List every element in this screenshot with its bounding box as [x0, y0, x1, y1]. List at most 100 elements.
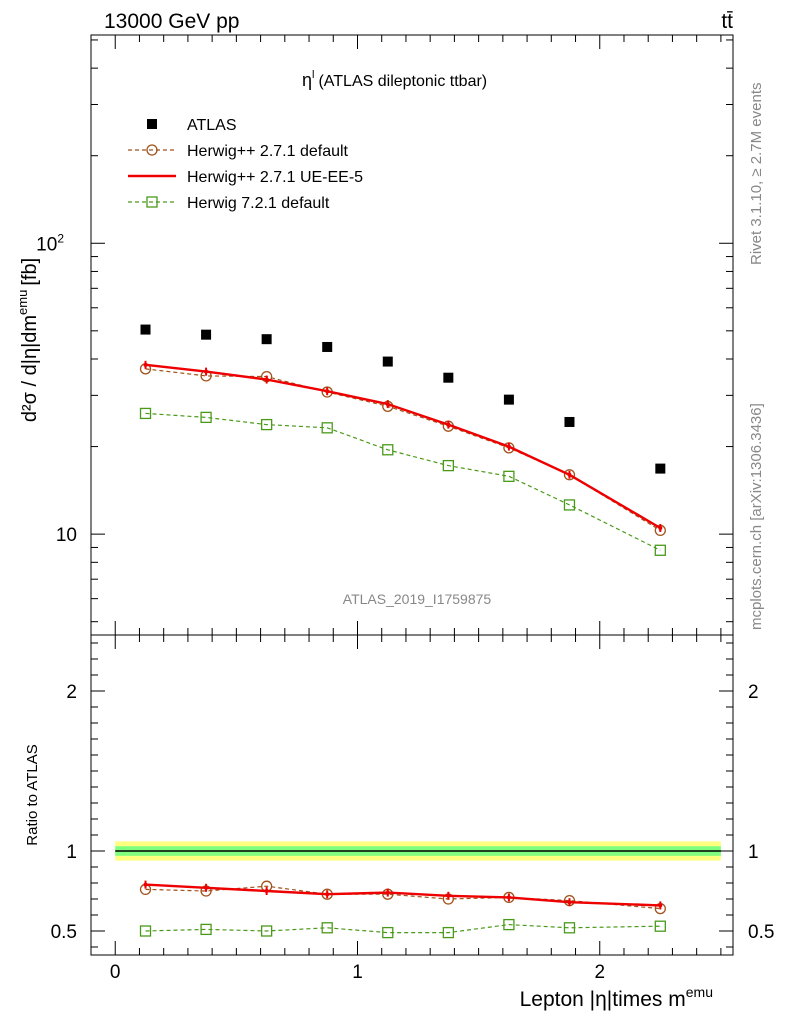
plot-title-superscript: l	[312, 69, 314, 81]
series-3-main-line	[145, 412, 661, 551]
ratio-tick-label-right: 2	[748, 682, 759, 703]
ratio-tick-label-right: 1	[748, 842, 759, 863]
series-2-main-marker	[506, 444, 511, 449]
series-3-main-marker	[654, 544, 666, 556]
x-axis-label-text: Lepton |η|times m	[520, 988, 686, 1011]
atlas-data-point	[140, 324, 151, 335]
series-3-main-marker	[139, 407, 152, 420]
y-tick-label-base: 10	[56, 525, 77, 546]
series-2-ratio-marker	[446, 893, 451, 898]
ratio-panel-ticks: 0 1 2 0.5 0.5 1 1 2 2	[51, 635, 774, 983]
ratio-series-layer	[139, 880, 666, 939]
series-3-main-marker	[260, 418, 273, 431]
legend-entry: ATLAS	[147, 117, 237, 134]
series-2-main-marker	[567, 472, 572, 477]
legend-marker	[146, 196, 158, 208]
x-axis-label-superscript: emu	[686, 984, 713, 1000]
series-3-ratio-marker	[563, 922, 576, 934]
series-2-ratio-marker	[506, 895, 511, 900]
series-3-main-marker	[200, 411, 212, 424]
ratio-tick-label-left: 1	[66, 842, 77, 863]
ratio-tick-label-left: 2	[66, 682, 77, 703]
series-3-main-marker	[382, 444, 394, 456]
x-axis-label: Lepton |η|times memu	[520, 984, 713, 1011]
analysis-watermark: ATLAS_2019_I1759875	[343, 591, 492, 607]
series-2-ratio-marker	[567, 900, 572, 905]
y-axis-label-superscript: emu	[15, 290, 30, 315]
atlas-data-point	[564, 416, 575, 427]
legend-marker	[146, 144, 158, 156]
legend-label: Herwig++ 2.7.1 default	[187, 143, 349, 160]
atlas-data-point	[443, 372, 454, 383]
y-tick-label: 10	[56, 525, 77, 546]
series-2-ratio-marker	[264, 889, 269, 893]
series-1-main-marker	[563, 469, 576, 481]
series-2-main-marker	[385, 402, 390, 407]
series-3-ratio-marker	[382, 926, 394, 939]
series-2-ratio-marker	[204, 885, 209, 890]
ratio-panel-frame	[90, 634, 734, 956]
plot-title: ηl (ATLAS dileptonic ttbar)	[302, 69, 487, 90]
x-tick-label: 1	[352, 962, 363, 983]
x-tick-label: 0	[110, 962, 121, 983]
y-tick-label: 102	[36, 231, 64, 255]
y-tick-label-base: 10	[36, 234, 57, 255]
atlas-data-point	[201, 329, 212, 340]
legend-label: ATLAS	[187, 117, 237, 134]
series-3-main-marker	[503, 470, 515, 482]
series-1-main-line	[145, 368, 661, 531]
series-3-ratio-marker	[200, 923, 212, 936]
legend-label: Herwig 7.2.1 default	[187, 195, 330, 212]
atlas-data-point	[655, 463, 666, 474]
series-2-main-marker	[264, 377, 269, 382]
x-tick-label: 2	[594, 962, 605, 983]
series-2-main-marker	[204, 369, 209, 374]
series-3-ratio-marker	[654, 920, 666, 932]
atlas-data-point	[382, 356, 393, 367]
series-3-ratio-marker	[139, 925, 152, 937]
y-tick-label-exponent: 2	[57, 231, 64, 245]
ratio-uncertainty-band	[115, 841, 721, 861]
header-process: tt̄	[721, 10, 733, 33]
series-2-ratio-marker	[385, 890, 390, 895]
series-3-ratio-line	[145, 923, 661, 934]
main-series-layer	[139, 324, 666, 556]
series-3-main-marker	[442, 459, 454, 472]
legend-entry: Herwig++ 2.7.1 default	[128, 143, 349, 160]
rivet-version-label: Rivet 3.1.10, ≥ 2.7M events	[748, 83, 765, 266]
series-2-main-marker	[446, 422, 451, 427]
legend-entry: Herwig++ 2.7.1 UE-EE-5	[128, 169, 363, 186]
series-3-ratio-marker	[260, 925, 273, 937]
series-3-ratio-marker	[321, 922, 333, 934]
ratio-y-axis-label: Ratio to ATLAS	[24, 744, 41, 845]
series-2-ratio-marker	[325, 892, 330, 897]
series-3-ratio-marker	[442, 926, 454, 939]
legend-entry: Herwig 7.2.1 default	[128, 195, 330, 212]
series-3-main-marker	[563, 499, 576, 511]
series-2-main-line	[145, 363, 661, 530]
plot-title-rest: (ATLAS dileptonic ttbar)	[318, 73, 487, 90]
y-axis-label-unit: [fb]	[19, 258, 41, 286]
series-3-main-marker	[321, 422, 333, 434]
series-2-main-marker	[658, 525, 663, 530]
series-2-ratio-marker	[143, 882, 148, 887]
series-2-ratio-marker	[658, 903, 663, 908]
ratio-tick-label-right: 0.5	[748, 922, 774, 943]
legend-swatch	[147, 119, 157, 129]
series-3-ratio-marker	[503, 918, 515, 931]
y-axis-label-text: d²σ / d|η|dm	[19, 315, 41, 422]
ratio-tick-label-left: 0.5	[51, 922, 77, 943]
legend-label: Herwig++ 2.7.1 UE-EE-5	[187, 169, 363, 186]
atlas-data-point	[322, 341, 333, 352]
legend: ATLAS Herwig++ 2.7.1 default Herwig++ 2.7.…	[128, 117, 363, 212]
mcplots-label: mcplots.cern.ch [arXiv:1306.3436]	[748, 403, 765, 630]
plot-title-symbol: η	[302, 70, 312, 90]
y-axis-label: d²σ / d|η|dmemu [fb]	[15, 258, 41, 422]
series-2-main-marker	[143, 362, 148, 367]
atlas-data-point	[261, 334, 272, 345]
series-2-main-marker	[325, 389, 330, 394]
header-energy: 13000 GeV pp	[104, 10, 239, 33]
atlas-data-point	[503, 394, 514, 405]
